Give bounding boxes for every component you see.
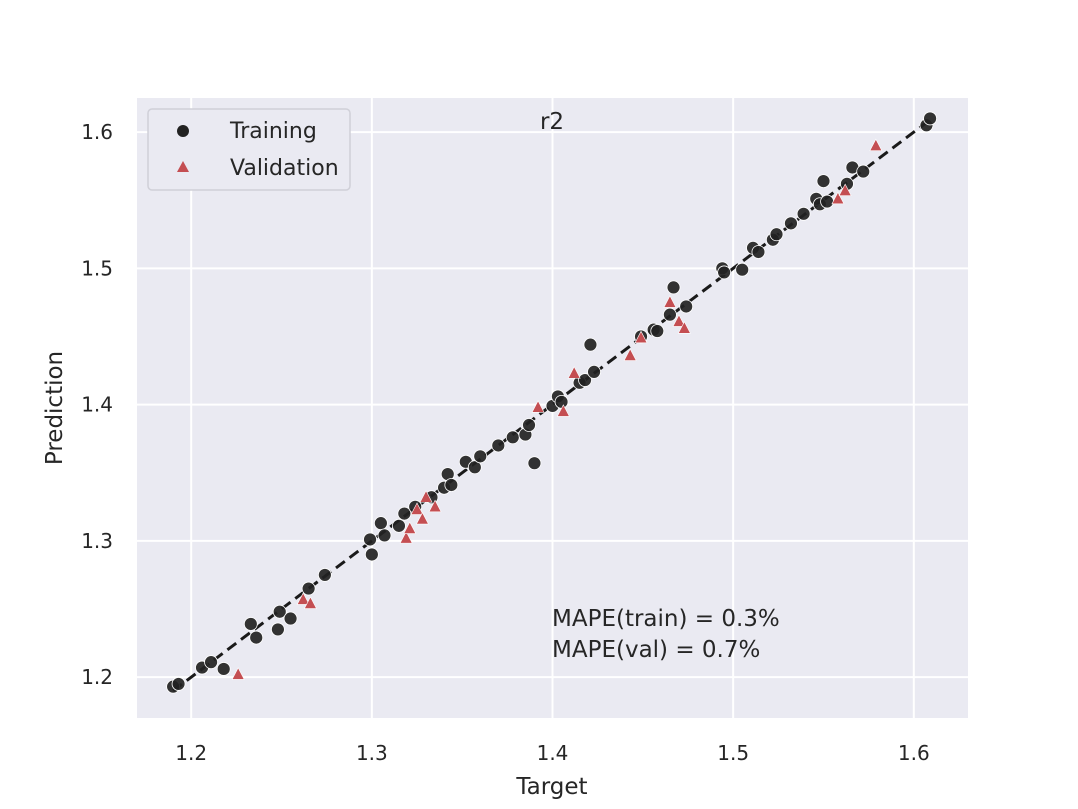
validation-point: [428, 499, 442, 513]
validation-point: [410, 502, 424, 515]
validation-point: [556, 404, 570, 417]
validation-point: [403, 521, 417, 534]
validation-point: [677, 321, 691, 334]
legend-box: [147, 108, 351, 191]
y-tick-label: 1.6: [81, 120, 113, 144]
x-tick-label: 1.4: [537, 741, 569, 765]
training-point: [301, 581, 316, 596]
validation-point: [399, 530, 413, 544]
mape-val-annotation: MAPE(val) = 0.7%: [552, 637, 760, 663]
training-point: [679, 299, 694, 314]
y-axis-label: Prediction: [42, 351, 68, 465]
y-tick-label: 1.5: [81, 256, 113, 280]
training-point: [856, 164, 871, 179]
training-point: [473, 449, 488, 464]
training-point: [171, 677, 186, 691]
validation-point: [567, 366, 581, 379]
validation-point: [303, 596, 317, 609]
chart-title: r2: [540, 109, 564, 135]
validation-point: [623, 348, 637, 361]
validation-point: [672, 314, 686, 327]
training-point: [377, 528, 392, 543]
training-point: [522, 418, 536, 432]
training-point: [650, 324, 665, 338]
training-point: [272, 604, 287, 619]
validation-point: [831, 191, 845, 205]
y-tick-label: 1.2: [81, 665, 113, 689]
validation-point: [634, 330, 648, 344]
validation-point: [869, 138, 883, 151]
training-point: [587, 364, 601, 379]
training-point: [816, 174, 831, 189]
validation-point: [663, 295, 677, 308]
training-point: [751, 245, 766, 259]
validation-point: [231, 667, 245, 680]
training-point: [578, 373, 592, 387]
training-point: [923, 111, 937, 126]
training-point: [392, 518, 406, 533]
training-point: [364, 547, 379, 562]
training-point: [373, 516, 388, 531]
markers: [166, 111, 937, 694]
y-tick-label: 1.4: [81, 393, 113, 417]
validation-point: [531, 400, 545, 413]
validation-point: [415, 511, 429, 525]
legend-training-marker: [177, 125, 189, 137]
training-point: [583, 337, 598, 352]
legend-validation-marker: [177, 161, 189, 172]
legend: Training Validation: [147, 108, 351, 191]
x-tick-label: 1.3: [356, 741, 388, 765]
legend-validation-label: Validation: [230, 156, 339, 181]
training-point: [243, 617, 258, 631]
training-point: [216, 662, 231, 676]
training-point: [444, 478, 459, 492]
training-point: [271, 622, 285, 637]
training-point: [784, 216, 798, 231]
training-point: [283, 611, 298, 626]
training-point: [317, 568, 332, 582]
training-point: [204, 655, 218, 670]
validation-point: [296, 592, 310, 605]
training-point: [467, 460, 482, 475]
training-point: [735, 262, 750, 277]
training-point: [363, 532, 377, 547]
tick-labels: 1.2 1.3 1.4 1.5 1.6 1.2 1.3 1.4 1.5 1.6: [81, 120, 930, 765]
training-point: [717, 265, 732, 280]
x-axis-label: Target: [515, 774, 587, 800]
training-point: [666, 280, 681, 295]
validation-point: [419, 490, 433, 503]
x-tick-label: 1.2: [175, 741, 207, 765]
validation-point: [838, 183, 852, 196]
training-point: [769, 227, 784, 242]
training-point: [663, 307, 677, 322]
training-point: [491, 438, 506, 453]
training-point: [820, 194, 834, 209]
training-point: [249, 630, 264, 645]
training-point: [554, 394, 569, 409]
training-point: [505, 430, 520, 445]
legend-training-label: Training: [229, 119, 317, 144]
x-tick-label: 1.6: [898, 741, 930, 765]
x-tick-label: 1.5: [717, 741, 749, 765]
training-point: [397, 506, 412, 521]
training-point: [527, 456, 542, 471]
training-point: [796, 206, 811, 221]
y-tick-label: 1.3: [81, 529, 113, 553]
mape-train-annotation: MAPE(train) = 0.3%: [552, 606, 780, 632]
